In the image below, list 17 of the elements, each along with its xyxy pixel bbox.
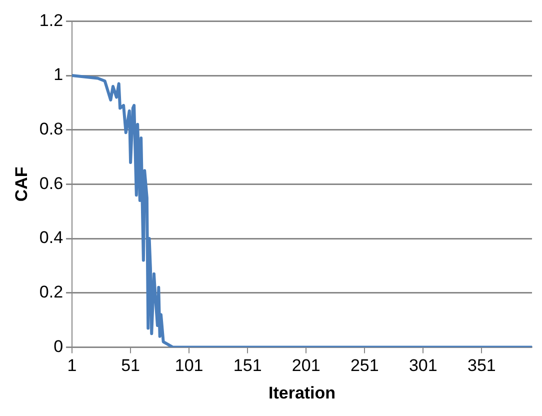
x-tick-label: 351 <box>467 356 496 376</box>
x-tick-label: 101 <box>174 356 204 376</box>
y-tick-label: 0.2 <box>39 282 64 302</box>
y-tick-label: 0 <box>54 336 64 356</box>
x-axis-title: Iteration <box>268 383 336 402</box>
y-tick-label: 1 <box>54 65 64 84</box>
x-tick-label: 201 <box>292 356 320 376</box>
x-tick-label: 301 <box>408 356 438 376</box>
x-tick-label: 1 <box>67 356 77 376</box>
y-tick-label: 0.6 <box>39 174 64 193</box>
y-axis-title: CAF <box>12 166 31 202</box>
x-tick-label: 51 <box>121 356 140 376</box>
y-tick-label: 1.2 <box>39 10 64 30</box>
x-tick-label: 151 <box>233 356 262 376</box>
y-tick-label: 0.4 <box>39 228 64 248</box>
y-tick-label: 0.8 <box>39 120 64 139</box>
x-tick-label: 251 <box>350 356 379 376</box>
